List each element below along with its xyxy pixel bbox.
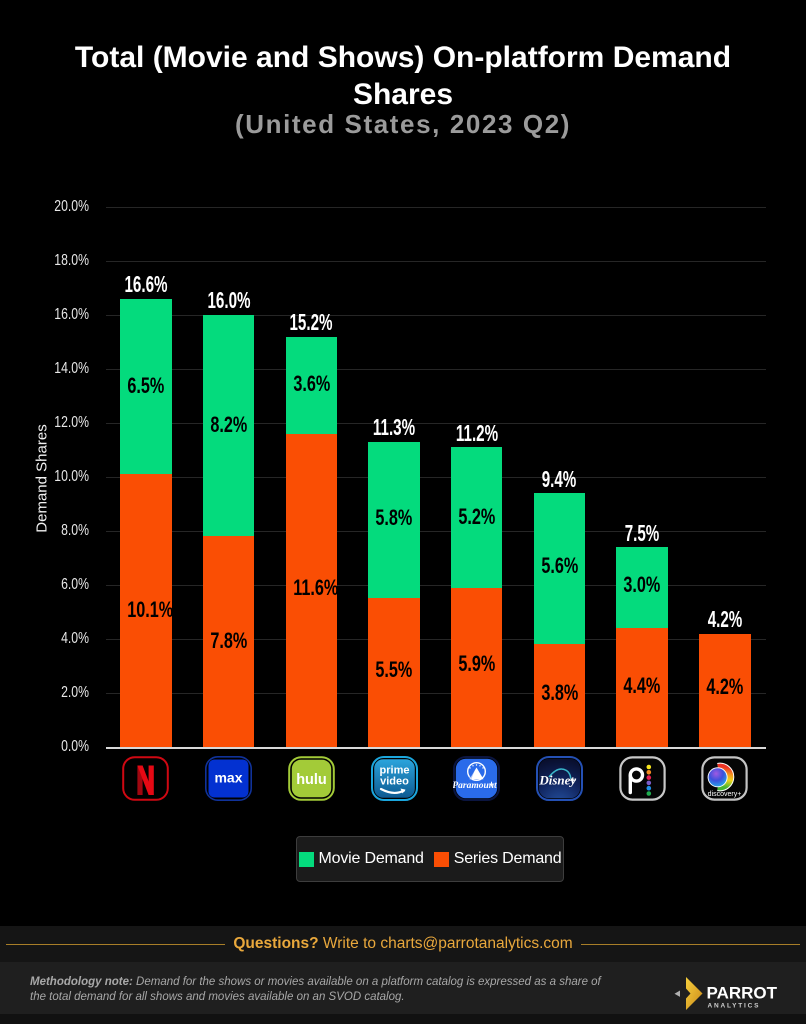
svg-text:Disney: Disney: [538, 773, 576, 788]
svg-text:+: +: [489, 779, 494, 789]
svg-text:discovery+: discovery+: [708, 791, 742, 798]
svg-text:hulu: hulu: [296, 772, 327, 788]
svg-text:+: +: [569, 775, 575, 787]
svg-text:PARROT: PARROT: [707, 984, 778, 1003]
svg-text:ANALYTICS: ANALYTICS: [708, 1003, 761, 1010]
svg-text:prime: prime: [379, 765, 409, 777]
svg-text:max: max: [215, 770, 243, 786]
svg-text:Paramount: Paramount: [453, 781, 497, 791]
svg-text:video: video: [380, 776, 409, 788]
